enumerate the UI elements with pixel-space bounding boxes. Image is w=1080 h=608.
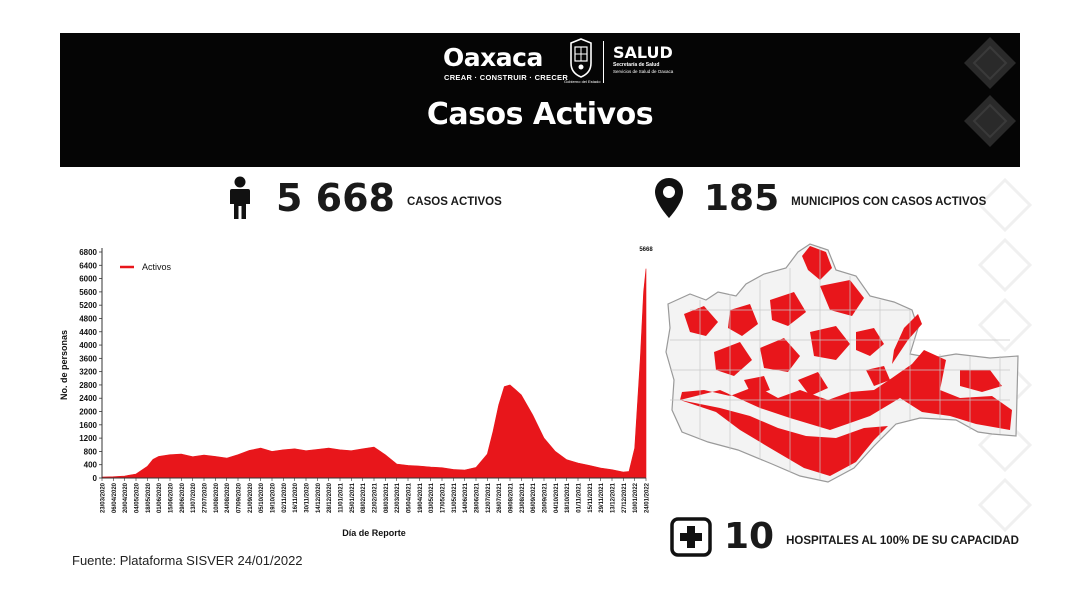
x-tick-label: 26/07/2021 xyxy=(497,482,503,513)
x-tick-label: 27/07/2020 xyxy=(203,482,209,513)
x-tick-label: 01/11/2021 xyxy=(577,482,583,512)
x-tick-label: 13/07/2020 xyxy=(191,482,197,513)
oaxaca-logo: Oaxaca xyxy=(443,43,543,72)
y-tick-label: 6000 xyxy=(79,275,97,284)
x-tick-label: 22/03/2021 xyxy=(395,482,401,513)
seal-caption: Gobierno del Estado xyxy=(564,79,601,84)
x-tick-label: 04/05/2020 xyxy=(135,482,141,513)
state-seal-icon xyxy=(570,38,592,78)
salud-subtitle-2: Servicios de Salud de Oaxaca xyxy=(613,69,674,74)
active-cases-label: CASOS ACTIVOS xyxy=(407,196,502,208)
x-tick-label: 13/12/2021 xyxy=(611,482,617,513)
header-banner: Oaxaca CREAR · CONSTRUIR · CRECER Gobier… xyxy=(60,33,1020,167)
x-tick-label: 23/03/2020 xyxy=(101,482,107,513)
x-tick-label: 15/11/2021 xyxy=(588,482,594,512)
decorative-diamonds xyxy=(964,37,1016,147)
x-tick-label: 08/02/2021 xyxy=(361,482,367,513)
x-tick-label: 21/09/2020 xyxy=(248,482,254,513)
x-tick-label: 30/11/2020 xyxy=(305,482,311,512)
hospital-cross-icon xyxy=(670,516,712,557)
y-tick-label: 0 xyxy=(93,474,98,483)
stat-municipalities: 185 MUNICIPIOS CON CASOS ACTIVOS xyxy=(654,177,986,219)
x-tick-label: 18/05/2020 xyxy=(146,482,152,513)
x-axis-title: Día de Reporte xyxy=(342,528,406,538)
x-tick-label: 19/04/2021 xyxy=(418,482,424,513)
map-pin-icon xyxy=(655,178,683,218)
x-tick-label: 29/06/2020 xyxy=(180,482,186,513)
x-tick-label: 10/01/2022 xyxy=(633,482,639,513)
oaxaca-municipalities-map xyxy=(665,243,1019,483)
y-tick-label: 3600 xyxy=(79,354,97,363)
x-tick-label: 10/08/2020 xyxy=(214,482,220,513)
x-tick-label: 15/06/2020 xyxy=(169,482,175,513)
page-title: Casos Activos xyxy=(426,97,654,132)
y-tick-label: 800 xyxy=(84,447,98,456)
y-tick-label: 5600 xyxy=(79,288,97,297)
active-cases-chart: 0 400 800 1200 1600 2000 2400 2800 3200 3600 4000 4… xyxy=(59,247,653,538)
y-tick-label: 2400 xyxy=(79,394,97,403)
hospitals-value: 10 xyxy=(724,516,775,557)
x-tick-label: 07/09/2020 xyxy=(237,482,243,513)
y-axis-title: No. de personas xyxy=(59,330,69,400)
x-tick-label: 09/08/2021 xyxy=(509,482,515,513)
active-cases-value: 5 668 xyxy=(276,176,395,220)
x-tick-label: 14/12/2020 xyxy=(316,482,322,513)
y-tick-label: 4800 xyxy=(79,314,97,323)
y-tick-label: 1600 xyxy=(79,421,97,430)
x-tick-label: 28/12/2020 xyxy=(327,482,333,513)
x-tick-label: 02/11/2020 xyxy=(282,482,288,512)
x-tick-label: 29/11/2021 xyxy=(599,482,605,512)
x-tick-label: 28/06/2021 xyxy=(475,482,481,513)
y-tick-label: 6400 xyxy=(79,261,97,270)
peak-data-label: 5668 xyxy=(639,247,653,253)
x-tick-label: 03/05/2021 xyxy=(429,482,435,513)
x-tick-label: 24/01/2022 xyxy=(645,482,651,513)
x-tick-label: 12/07/2021 xyxy=(486,482,492,513)
x-tick-label: 18/10/2021 xyxy=(565,482,571,513)
y-tick-label: 3200 xyxy=(79,368,97,377)
x-tick-label: 16/11/2020 xyxy=(293,482,299,512)
y-tick-label: 1200 xyxy=(79,434,97,443)
x-tick-label: 23/08/2021 xyxy=(520,482,526,513)
x-tick-label: 11/01/2021 xyxy=(339,482,345,512)
y-tick-label: 6800 xyxy=(79,248,97,257)
y-tick-label: 400 xyxy=(84,461,98,470)
y-tick-label: 4400 xyxy=(79,328,97,337)
x-tick-label: 14/06/2021 xyxy=(463,482,469,513)
x-tick-label: 22/02/2021 xyxy=(373,482,379,513)
x-tick-label: 24/08/2020 xyxy=(225,482,231,513)
municipalities-value: 185 xyxy=(704,177,780,219)
x-tick-label: 06/09/2021 xyxy=(531,482,537,513)
y-tick-label: 2800 xyxy=(79,381,97,390)
municipalities-label: MUNICIPIOS CON CASOS ACTIVOS xyxy=(791,196,987,208)
x-tick-label: 20/04/2020 xyxy=(123,482,129,513)
y-tick-label: 4000 xyxy=(79,341,97,350)
person-icon xyxy=(230,176,250,219)
y-tick-label: 2000 xyxy=(79,408,97,417)
hospitals-label: HOSPITALES AL 100% DE SU CAPACIDAD xyxy=(786,534,1019,547)
x-tick-label: 25/01/2021 xyxy=(350,482,356,513)
x-tick-label: 05/10/2020 xyxy=(259,482,265,513)
x-tick-label: 27/12/2021 xyxy=(622,482,628,513)
stat-active-cases: 5 668 CASOS ACTIVOS xyxy=(228,176,502,220)
oaxaca-tagline: CREAR · CONSTRUIR · CRECER xyxy=(444,73,569,82)
series-area-activos xyxy=(101,268,647,479)
logo-divider xyxy=(603,41,604,83)
x-tick-label: 08/03/2021 xyxy=(384,482,390,513)
x-tick-label: 04/10/2021 xyxy=(554,482,560,513)
municipality-borders xyxy=(670,248,1010,480)
x-tick-label: 06/04/2020 xyxy=(112,482,118,513)
x-tick-label: 31/05/2021 xyxy=(452,482,458,513)
x-tick-label: 01/06/2020 xyxy=(157,482,163,513)
x-tick-label: 17/05/2021 xyxy=(441,482,447,513)
x-tick-label: 19/10/2020 xyxy=(271,482,277,513)
x-tick-label: 05/04/2021 xyxy=(407,482,413,513)
source-note: Fuente: Plataforma SISVER 24/01/2022 xyxy=(72,553,303,568)
x-tick-label: 20/09/2021 xyxy=(543,482,549,513)
y-tick-label: 5200 xyxy=(79,301,97,310)
stat-hospitals: 10 HOSPITALES AL 100% DE SU CAPACIDAD xyxy=(670,516,1019,557)
legend-label-activos: Activos xyxy=(142,262,172,272)
salud-logo: SALUD xyxy=(613,43,673,62)
salud-subtitle: Secretaría de Salud xyxy=(613,62,660,68)
